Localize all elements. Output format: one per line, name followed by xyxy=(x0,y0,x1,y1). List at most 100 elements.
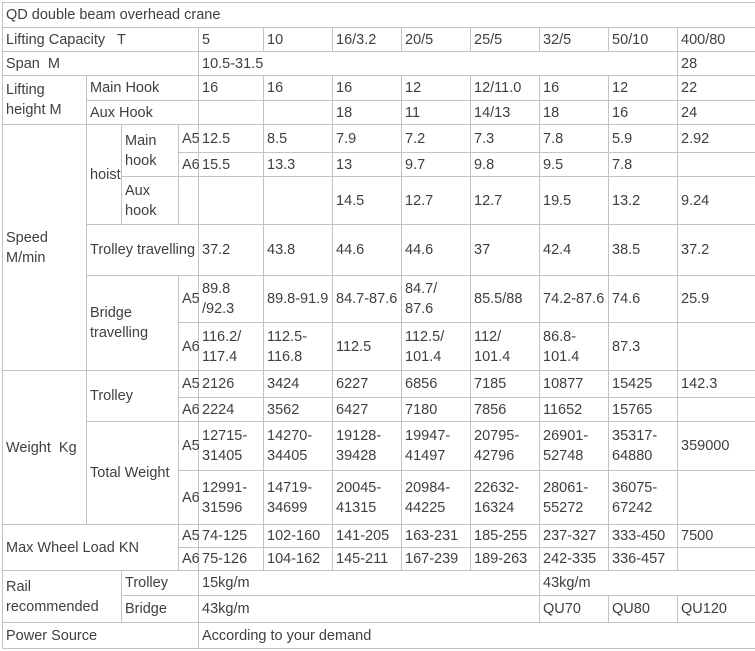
aux-hook-height-row: Aux Hook 18 11 14/13 18 16 24 xyxy=(3,100,755,125)
speed-hoist-main-a5-row: Speed M/min hoist Main hook A5 12.5 8.5 … xyxy=(2,124,755,371)
spec-cell: 185-255 xyxy=(470,524,540,548)
rail-bridge-qu120: QU120 xyxy=(676,595,755,623)
spec-cell: 89.8-91.9 xyxy=(263,275,333,323)
grade-label-empty xyxy=(178,176,199,225)
spec-cell: 12991- 31596 xyxy=(198,470,264,525)
spec-cell: 12/11.0 xyxy=(470,75,540,101)
spec-cell: 104-162 xyxy=(263,547,333,571)
spec-cell: 38.5 xyxy=(608,224,678,276)
spec-cell: 12 xyxy=(608,75,678,101)
spec-cell: 13 xyxy=(332,152,402,177)
title-row: QD double beam overhead crane xyxy=(1,2,755,28)
spec-cell: 7500 xyxy=(676,524,755,548)
spec-cell: 37 xyxy=(470,224,540,276)
total-weight-a5-row: Total Weight A5 12715- 31405 14270- 3440… xyxy=(3,421,755,525)
spec-cell: 116.2/ 117.4 xyxy=(198,322,264,371)
rail-trolley-left-value: 15kg/m xyxy=(198,570,540,596)
rail-bridge-qu70: QU70 xyxy=(539,595,609,623)
spec-cell: 37.2 xyxy=(198,224,264,276)
spec-cell: 7856 xyxy=(470,397,540,422)
spec-cell: 44.6 xyxy=(401,224,471,276)
spec-cell: 74-125 xyxy=(198,524,264,548)
spec-cell: 7.9 xyxy=(332,124,402,153)
spec-cell: 12 xyxy=(401,75,471,101)
spec-cell xyxy=(676,397,755,422)
spec-cell: 16 xyxy=(263,75,333,101)
spec-cell: 12715- 31405 xyxy=(198,421,264,471)
spec-cell: 15765 xyxy=(608,397,678,422)
spec-cell: 167-239 xyxy=(401,547,471,571)
total-weight-a6-row: A6 12991- 31596 14719- 34699 20045- 4131… xyxy=(3,470,755,525)
spec-cell: 11652 xyxy=(539,397,609,422)
rail-bridge-qu80: QU80 xyxy=(608,595,678,623)
spec-cell: 7180 xyxy=(401,397,471,422)
spec-cell: 20045- 41315 xyxy=(332,470,402,525)
span-last-value: 28 xyxy=(676,51,755,76)
grade-label-a6: A6 xyxy=(178,152,200,177)
grade-label-a6: A6 xyxy=(178,547,200,571)
spec-cell: 28061- 55272 xyxy=(539,470,609,525)
lifting-capacity-row: Lifting Capacity T 5 10 16/3.2 20/5 25/5… xyxy=(2,27,755,52)
spec-cell xyxy=(263,100,333,125)
spec-cell: 87.3 xyxy=(608,322,678,371)
power-source-row: Power Source According to your demand xyxy=(2,622,755,649)
grade-label-a5: A5 xyxy=(178,124,200,153)
spec-cell: 112/ 101.4 xyxy=(470,322,540,371)
row-label-speed: Speed M/min xyxy=(2,124,87,371)
spec-cell: 18 xyxy=(332,100,402,125)
spec-cell: 5.9 xyxy=(608,124,678,153)
spec-cell: 102-160 xyxy=(263,524,333,548)
spec-cell: 16 xyxy=(539,75,609,101)
row-label-rail-bridge: Bridge xyxy=(121,595,199,623)
spec-cell: 16 xyxy=(198,75,264,101)
capacity-col-header: 10 xyxy=(263,27,333,52)
speed-hoist-main-a6-row: A6 15.5 13.3 13 9.7 9.8 9.5 7.8 xyxy=(3,152,755,177)
spec-cell: 145-211 xyxy=(332,547,402,571)
spec-cell: 13.2 xyxy=(608,176,678,225)
power-source-value: According to your demand xyxy=(197,622,755,649)
spec-cell xyxy=(676,547,755,571)
capacity-col-header: 400/80 xyxy=(676,27,755,52)
row-label-weight: Weight Kg xyxy=(2,370,87,525)
spec-cell: 75-126 xyxy=(198,547,264,571)
spec-cell: 333-450 xyxy=(608,524,678,548)
spec-cell: 15.5 xyxy=(198,152,264,177)
spec-cell: 7.3 xyxy=(470,124,540,153)
capacity-col-header: 5 xyxy=(198,27,264,52)
spec-cell: 22 xyxy=(676,75,755,101)
row-label-total-weight: Total Weight xyxy=(86,421,179,525)
span-row: Span M 10.5-31.5 28 xyxy=(2,51,755,76)
grade-label-a5: A5 xyxy=(178,370,200,398)
spec-cell: 6856 xyxy=(401,370,471,398)
row-label-rail-trolley: Trolley xyxy=(121,570,199,596)
spec-cell xyxy=(198,100,264,125)
spec-cell: 163-231 xyxy=(401,524,471,548)
spec-cell: 112.5 xyxy=(332,322,402,371)
spec-cell: 237-327 xyxy=(539,524,609,548)
spec-cell: 9.5 xyxy=(539,152,609,177)
spec-cell: 2224 xyxy=(198,397,264,422)
row-label-trolley-travelling: Trolley travelling xyxy=(86,224,199,276)
spec-cell: 8.5 xyxy=(263,124,333,153)
grade-label-a6: A6 xyxy=(178,397,200,422)
max-wheel-a6-row: A6 75-126 104-162 145-211 167-239 189-26… xyxy=(3,547,755,571)
spec-cell: 6227 xyxy=(332,370,402,398)
rail-trolley-row: Rail recommended Trolley 15kg/m 43kg/m xyxy=(2,570,755,623)
spec-cell: 359000 xyxy=(676,421,755,471)
spec-cell: 112.5- 116.8 xyxy=(263,322,333,371)
row-label-lifting-height: Lifting height M xyxy=(2,75,87,125)
grade-label-a5: A5 xyxy=(178,275,200,323)
capacity-col-header: 50/10 xyxy=(608,27,678,52)
spec-cell: 14719- 34699 xyxy=(263,470,333,525)
spec-cell: 189-263 xyxy=(470,547,540,571)
spec-cell: 85.5/88 xyxy=(470,275,540,323)
spec-cell: 20795- 42796 xyxy=(470,421,540,471)
spec-cell: 25.9 xyxy=(676,275,755,323)
spec-cell: 89.8 /92.3 xyxy=(198,275,264,323)
spec-cell: 6427 xyxy=(332,397,402,422)
weight-trolley-a5-row: Weight Kg Trolley A5 2126 3424 6227 6856… xyxy=(2,370,755,525)
rail-bridge-left-value: 43kg/m xyxy=(198,595,540,623)
spec-cell: 11 xyxy=(401,100,471,125)
spec-cell: 13.3 xyxy=(263,152,333,177)
spec-cell: 36075- 67242 xyxy=(608,470,678,525)
